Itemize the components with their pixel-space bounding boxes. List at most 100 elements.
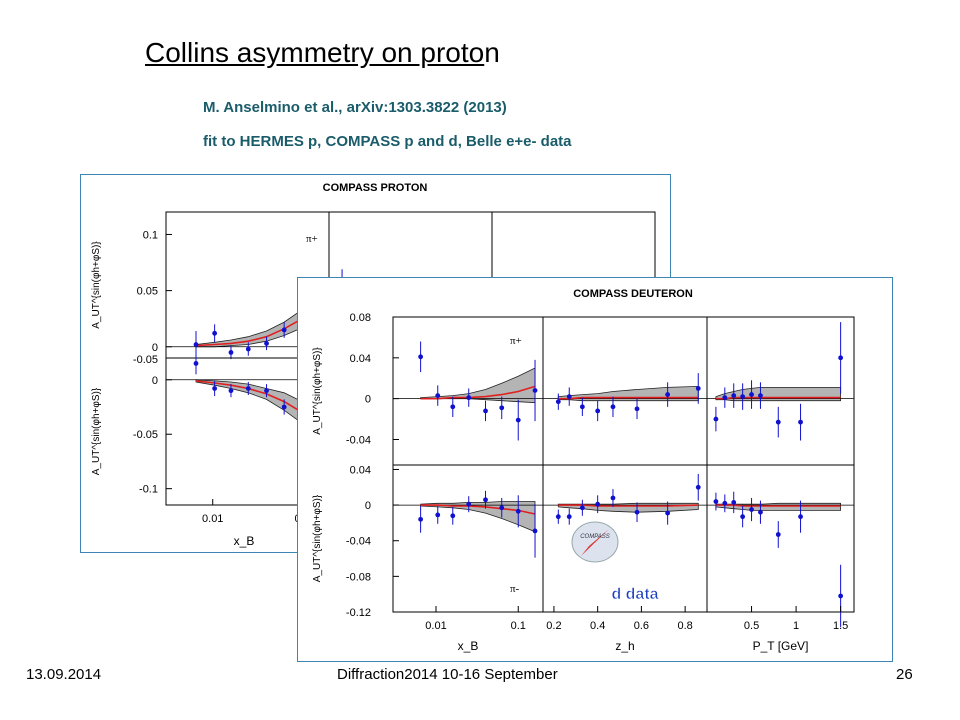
deuteron-y-tick-label: 0.08	[350, 312, 371, 324]
proton-y-tick-label: 0.1	[143, 229, 158, 241]
deuteron-r0c0-data-point	[435, 393, 441, 398]
proton-x-axis-label: x_B	[234, 534, 255, 548]
slide-title-underlined: Collins asymmetry on proto	[145, 37, 485, 68]
deuteron-x-tick-label: 1	[793, 620, 799, 632]
footer-date: 13.09.2014	[26, 666, 102, 683]
deuteron-r1c1-data-point	[634, 509, 640, 515]
deuteron-r1c1-data-point	[665, 510, 671, 516]
deuteron-x-tick-label: 0.6	[634, 620, 649, 632]
deuteron-r0c1-data-point	[595, 408, 601, 414]
deuteron-y-tick-label: 0.04	[350, 353, 371, 365]
compass-logo-wordmark: COMPASS	[580, 534, 610, 540]
deuteron-r0c0-data-point	[499, 405, 505, 411]
proton-row-label: π+	[306, 233, 318, 245]
deuteron-row-label: π+	[510, 335, 522, 347]
deuteron-r0c1-data-point	[610, 404, 616, 410]
deuteron-r0c2-data-point	[749, 392, 754, 397]
deuteron-r1c2-data-point	[838, 593, 844, 599]
deuteron-r0c0-fit-curve	[420, 385, 536, 400]
deuteron-r0c1-data-point	[634, 406, 640, 412]
deuteron-r1c2-fit-curve	[715, 504, 841, 507]
deuteron-r1c0-data-point	[435, 512, 441, 518]
deuteron-r1c2-data-point	[740, 514, 746, 520]
deuteron-r1c0-data-point	[418, 516, 424, 522]
deuteron-x-axis-label: z_h	[615, 639, 634, 653]
deuteron-frame-r1c0	[392, 464, 544, 613]
proton-y-tick-label: 0	[152, 375, 158, 387]
deuteron-r1c2-data-point	[713, 499, 719, 504]
deuteron-r1c1-data-point	[579, 505, 585, 511]
deuteron-r0c0-data-point	[466, 395, 472, 401]
proton-r1-data-point	[264, 388, 269, 394]
footer-event: Diffraction2014 10-16 September	[337, 666, 558, 683]
deuteron-r1c1-data-point	[555, 514, 561, 520]
deuteron-r0c1-data-point	[665, 392, 671, 397]
deuteron-r0c2-data-point	[722, 395, 728, 401]
deuteron-x-tick-label: 0.01	[425, 620, 446, 632]
deuteron-x-axis-label: P_T [GeV]	[753, 639, 809, 653]
deuteron-y-tick-label: 0	[365, 394, 371, 406]
deuteron-r0c2-data-point	[775, 419, 781, 425]
proton-r1-data-point	[193, 361, 199, 366]
deuteron-r0c1-data-point	[695, 386, 701, 391]
deuteron-r1c1-fit-curve	[558, 504, 699, 507]
deuteron-r1c1-data-point	[695, 484, 701, 490]
deuteron-y-tick-label: -0.04	[346, 434, 371, 446]
deuteron-r1c0-fit-curve	[420, 504, 536, 515]
deuteron-r0c2-data-point	[758, 393, 763, 398]
deuteron-r1c2-data-point	[758, 509, 763, 515]
deuteron-r0c2-data-point	[798, 419, 803, 425]
proton-r1-data-point	[245, 386, 251, 391]
deuteron-r0c1-data-point	[555, 399, 561, 405]
deuteron-r0c2-data-point	[713, 416, 719, 422]
compass-logo: COMPASS	[571, 521, 619, 563]
deuteron-r0c1-data-point	[566, 394, 572, 400]
proton-r0-data-point	[245, 346, 251, 352]
deuteron-plot-panel: COMPASS DEUTERON 0.08 0.04 0 -0.04 A_UT^{sin(…	[297, 277, 893, 662]
deuteron-y-tick-label: 0	[365, 500, 371, 512]
deuteron-x-axis-label: x_B	[458, 639, 479, 653]
deuteron-r0c2-data-point	[838, 355, 844, 361]
deuteron-y-tick-label: -0.08	[346, 571, 371, 583]
proton-r0-data-point	[228, 349, 234, 355]
deuteron-x-tick-label: 0.4	[590, 620, 605, 632]
proton-chart-title: COMPASS PROTON	[323, 182, 428, 194]
deuteron-r1c1-data-point	[610, 495, 616, 501]
deuteron-y-tick-label: -0.12	[346, 607, 371, 619]
deuteron-y-axis-label: A_UT^{sin(φh+φS)}	[312, 494, 323, 582]
deuteron-r0c1-fit-curve	[558, 396, 699, 400]
deuteron-r1c2-data-point	[798, 514, 803, 520]
deuteron-y-axis-label: A_UT^{sin(φh+φS)}	[312, 347, 323, 435]
deuteron-r0c0-data-point	[418, 354, 424, 360]
d-data-annotation: d data	[611, 586, 658, 603]
deuteron-r1c0-data-point	[515, 508, 521, 514]
compass-logo-needle	[581, 529, 609, 556]
proton-y-tick-label: -0.05	[133, 429, 158, 441]
deuteron-r1c0-data-point	[499, 505, 505, 511]
proton-y-tick-label: -0.1	[139, 484, 158, 496]
deuteron-x-tick-label: 0.5	[744, 620, 759, 632]
deuteron-x-tick-label: 0.1	[511, 620, 526, 632]
proton-y-axis-label: A_UT^{sin(φh+φS)}	[91, 387, 102, 475]
deuteron-y-tick-label: 0.04	[350, 464, 371, 476]
proton-x-tick-label: 0.01	[202, 513, 223, 525]
deuteron-chart: COMPASS DEUTERON 0.08 0.04 0 -0.04 A_UT^{sin(…	[312, 288, 855, 653]
reference-line: M. Anselmino et al., arXiv:1303.3822 (20…	[203, 99, 507, 116]
slide-title-tail: n	[484, 37, 500, 68]
proton-r1-data-point	[212, 386, 218, 391]
fit-description-line: fit to HERMES p, COMPASS p and d, Belle …	[203, 133, 572, 150]
deuteron-r1c2-data-point	[722, 500, 728, 506]
slide-title: Collins asymmetry on proton	[145, 36, 500, 70]
deuteron-r1c2-data-point	[749, 507, 754, 512]
deuteron-r1c2-data-point	[775, 532, 781, 537]
proton-y-tick-label: 0	[152, 342, 158, 354]
deuteron-r1c2-data-point	[731, 500, 737, 505]
deuteron-r1c0-data-point	[450, 513, 456, 519]
deuteron-r1c1-data-point	[595, 501, 601, 507]
proton-r0-data-point	[281, 327, 287, 333]
deuteron-x-tick-label: 0.2	[546, 620, 561, 632]
proton-r0-data-point	[193, 342, 199, 347]
deuteron-r0c1-data-point	[579, 404, 585, 410]
deuteron-r1c0-data-point	[466, 501, 472, 507]
deuteron-r1c0-data-point	[483, 497, 488, 503]
